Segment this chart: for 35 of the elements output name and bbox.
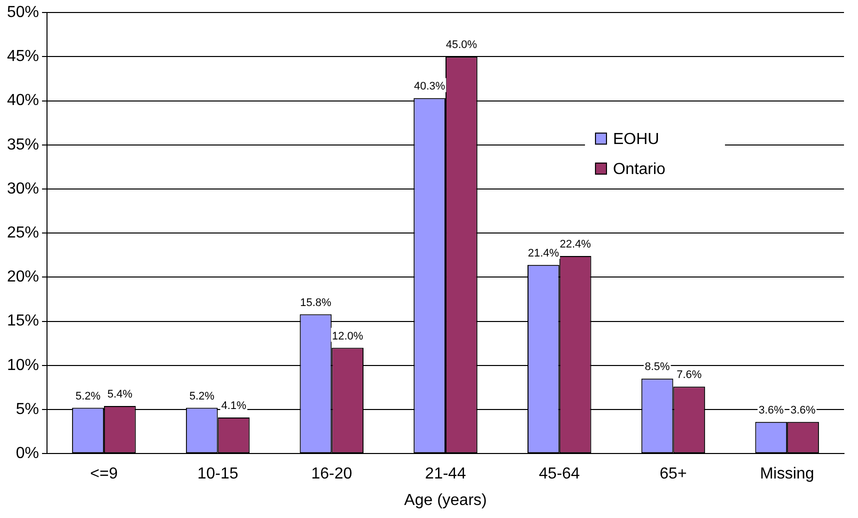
y-tick-label: 5%: [16, 400, 40, 418]
y-tick-label: 40%: [6, 92, 40, 110]
x-tick-label: <=9: [90, 466, 118, 483]
data-label: 4.1%: [221, 400, 246, 412]
x-axis-title: Age (years): [404, 492, 487, 509]
x-tick-label: 21-44: [425, 466, 466, 483]
legend-label: Ontario: [612, 161, 666, 178]
data-label: 22.4%: [560, 238, 592, 251]
data-label: 45.0%: [446, 39, 478, 52]
data-label: 21.4%: [528, 247, 560, 260]
y-tick-label: 50%: [6, 4, 40, 22]
y-tick-label: 15%: [6, 312, 40, 330]
data-label: 15.8%: [300, 296, 332, 309]
y-tick-label: 0%: [16, 445, 40, 462]
y-tick-label: 30%: [6, 180, 40, 198]
y-tick-label: 25%: [6, 224, 40, 242]
data-label: 8.5%: [644, 361, 670, 374]
data-label: 12.0%: [332, 330, 364, 342]
data-label: 7.6%: [676, 369, 702, 382]
y-tick-label: 20%: [6, 268, 40, 286]
data-label: 3.6%: [790, 404, 816, 416]
x-tick-label: Missing: [760, 466, 814, 483]
y-tick-label: 35%: [6, 136, 40, 154]
data-label: 5.2%: [75, 390, 101, 402]
x-tick-label: 65+: [660, 466, 687, 483]
data-label: 3.6%: [758, 404, 784, 416]
x-tick-label: 10-15: [197, 466, 238, 483]
data-label: 40.3%: [414, 80, 446, 93]
data-label: 5.2%: [189, 390, 215, 402]
data-label: 5.4%: [107, 388, 133, 401]
x-tick-label: 16-20: [311, 466, 352, 483]
legend-label: EOHU: [612, 131, 660, 148]
x-tick-label: 45-64: [538, 466, 580, 483]
y-tick-label: 45%: [6, 48, 40, 66]
y-tick-label: 10%: [6, 356, 40, 374]
